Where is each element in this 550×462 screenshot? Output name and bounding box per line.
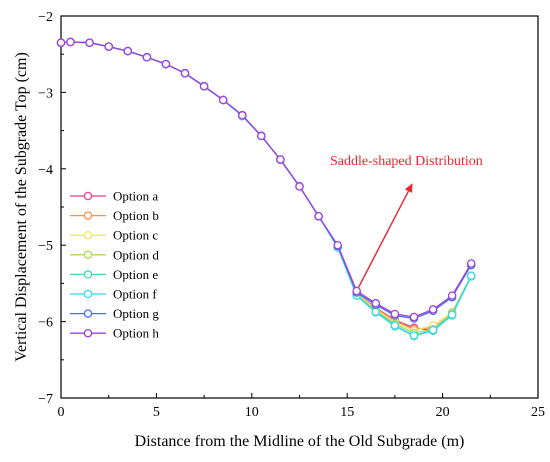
data-point (371, 299, 381, 308)
legend-item: Option a (70, 189, 158, 204)
legend-marker (83, 230, 93, 240)
data-point (447, 291, 457, 300)
x-tick-label: 20 (436, 405, 450, 420)
y-tick-label: −6 (38, 316, 53, 331)
legend-item: Option g (70, 306, 159, 321)
data-point (295, 182, 304, 191)
y-tick-label: −2 (38, 10, 53, 25)
axes: 0 5 10 15 20 25 −2 −3 −4 −5 −6 −7 (38, 10, 545, 420)
data-point (199, 82, 209, 91)
data-point (142, 53, 152, 62)
legend-label: Option f (113, 287, 157, 302)
data-point (409, 312, 419, 322)
y-tick-label: −7 (38, 392, 53, 407)
data-point (390, 309, 400, 319)
x-tick-label: 25 (531, 405, 545, 420)
data-point (180, 69, 190, 78)
legend-item: Option c (70, 228, 158, 243)
legend-item: Option b (70, 208, 159, 223)
data-point (85, 38, 94, 47)
legend-label: Option a (113, 189, 158, 204)
data-point (371, 307, 381, 316)
data-point (314, 211, 323, 221)
data-point (352, 286, 361, 296)
x-tick-label: 15 (340, 405, 354, 420)
legend-item: Option e (70, 267, 158, 282)
x-tick-label: 10 (245, 405, 259, 420)
x-tick-label: 0 (58, 405, 65, 420)
legend-item: Option f (70, 287, 157, 302)
legend-label: Option d (113, 247, 159, 262)
data-point (428, 305, 438, 314)
data-point (333, 240, 342, 250)
legend: Option a Option b Option c Option d Option e… (70, 189, 159, 341)
data-point (428, 325, 438, 335)
annotation-text: Saddle-shaped Distribution (330, 154, 483, 169)
y-tick-label: −3 (38, 86, 53, 101)
x-tick-label: 5 (153, 405, 160, 420)
legend-item: Option d (70, 247, 159, 262)
legend-marker (83, 289, 93, 299)
data-point (123, 46, 133, 56)
data-point (257, 131, 266, 141)
legend-marker (83, 191, 93, 201)
data-point (66, 37, 75, 47)
data-point (447, 310, 457, 319)
y-axis-title: Vertical Displacement of the Subgrade To… (13, 52, 30, 362)
data-point (238, 111, 247, 120)
data-point (161, 59, 171, 69)
data-point (409, 331, 419, 340)
legend-marker (83, 270, 93, 279)
data-point (466, 271, 476, 281)
legend-label: Option g (113, 306, 159, 321)
legend-marker (83, 309, 93, 318)
annotation: Saddle-shaped Distribution (330, 154, 483, 288)
data-point (276, 155, 285, 164)
legend-label: Option c (113, 228, 158, 243)
y-tick-label: −5 (38, 239, 53, 254)
data-point (390, 321, 400, 330)
series-layer (56, 37, 476, 341)
data-point (218, 95, 228, 105)
series-option-h (56, 37, 476, 322)
x-axis-title: Distance from the Midline of the Old Sub… (135, 433, 465, 450)
data-point (56, 38, 66, 47)
data-point (104, 42, 113, 51)
legend-marker (83, 328, 93, 338)
legend-marker (83, 211, 93, 220)
legend-label: Option b (113, 208, 159, 223)
legend-label: Option h (113, 326, 159, 341)
y-tick-label: −4 (38, 163, 53, 178)
legend-item: Option h (70, 326, 159, 341)
data-point (466, 259, 476, 268)
annotation-arrow (358, 183, 413, 288)
legend-label: Option e (113, 267, 158, 282)
legend-marker (83, 250, 93, 260)
